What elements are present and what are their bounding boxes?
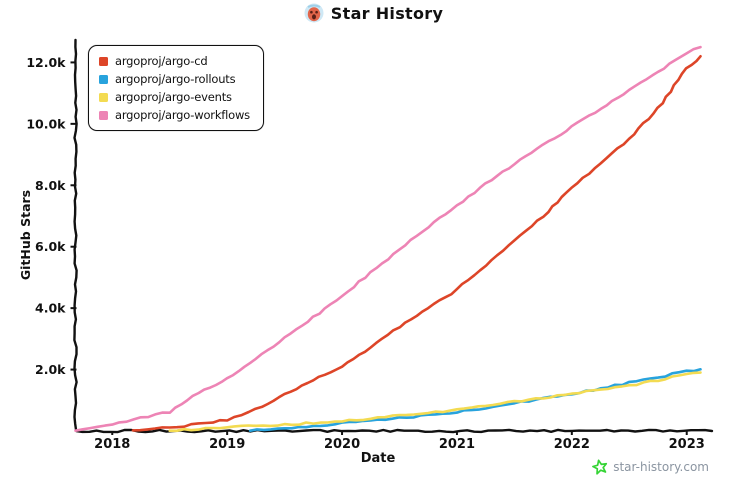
watermark-link[interactable]: star-history.com bbox=[592, 459, 709, 475]
x-axis-label: Date bbox=[361, 451, 396, 466]
legend-swatch-icon bbox=[99, 110, 108, 120]
series-line-argo-cd bbox=[131, 55, 702, 432]
watermark-text: star-history.com bbox=[613, 460, 709, 474]
legend-item-argo-events: argoproj/argo-events bbox=[99, 89, 250, 105]
y-axis-tick-label: 8.0k bbox=[35, 178, 66, 193]
legend-swatch-icon bbox=[99, 74, 108, 84]
x-axis-tick-label: 2020 bbox=[324, 437, 360, 452]
series-line-argo-rollouts bbox=[248, 368, 702, 432]
legend-label: argoproj/argo-cd bbox=[115, 54, 208, 68]
legend-swatch-icon bbox=[99, 92, 108, 102]
x-axis-tick-label: 2018 bbox=[94, 437, 130, 452]
legend-label: argoproj/argo-events bbox=[115, 90, 232, 104]
series-line-argo-workflows bbox=[74, 45, 702, 432]
screaming-face-emoji-icon bbox=[304, 3, 324, 23]
legend: argoproj/argo-cd argoproj/argo-rollouts ar… bbox=[88, 45, 264, 131]
chart-title-row: Star History bbox=[6, 3, 735, 23]
axis-lines bbox=[73, 38, 714, 434]
chart-title: Star History bbox=[330, 3, 444, 23]
legend-item-argo-workflows: argoproj/argo-workflows bbox=[99, 107, 250, 123]
legend-label: argoproj/argo-rollouts bbox=[115, 72, 236, 86]
y-axis-tick-label: 12.0k bbox=[26, 55, 66, 70]
star-icon bbox=[592, 459, 608, 475]
x-axis-tick-label: 2022 bbox=[554, 437, 590, 452]
legend-swatch-icon bbox=[99, 56, 108, 66]
y-axis-label: GitHub Stars bbox=[18, 190, 33, 280]
x-axis-tick-label: 2021 bbox=[439, 437, 475, 452]
y-axis-tick-label: 6.0k bbox=[35, 239, 66, 254]
y-axis-tick-label: 2.0k bbox=[35, 362, 66, 377]
x-axis-tick-label: 2023 bbox=[669, 437, 705, 452]
legend-item-argo-rollouts: argoproj/argo-rollouts bbox=[99, 71, 250, 87]
y-axis-tick-label: 10.0k bbox=[26, 116, 66, 131]
y-axis-tick-label: 4.0k bbox=[35, 301, 66, 316]
legend-item-argo-cd: argoproj/argo-cd bbox=[99, 53, 250, 69]
series-line-argo-events bbox=[168, 371, 702, 433]
x-axis-tick-label: 2019 bbox=[209, 437, 245, 452]
legend-label: argoproj/argo-workflows bbox=[115, 108, 250, 122]
